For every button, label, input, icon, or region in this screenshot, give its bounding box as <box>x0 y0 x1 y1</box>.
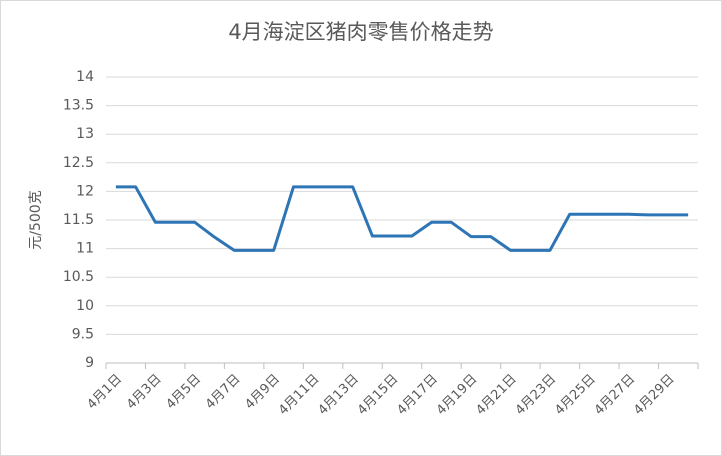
y-tick-label: 13.5 <box>63 98 94 114</box>
y-tick-label: 13 <box>76 126 94 142</box>
y-tick-label: 11 <box>76 241 94 257</box>
chart-title: 4月海淀区猪肉零售价格走势 <box>228 20 493 44</box>
y-tick-label: 14 <box>76 69 94 85</box>
y-tick-label: 9.5 <box>72 326 94 342</box>
y-axis-label: 元/500克 <box>28 190 44 249</box>
y-tick-label: 12 <box>76 183 94 199</box>
y-tick-label: 12.5 <box>63 155 94 171</box>
y-tick-label: 11.5 <box>63 212 94 228</box>
y-tick-label: 9 <box>85 355 94 371</box>
y-tick-label: 10.5 <box>63 269 94 285</box>
data-line <box>115 185 689 252</box>
y-tick-label: 10 <box>76 298 94 314</box>
